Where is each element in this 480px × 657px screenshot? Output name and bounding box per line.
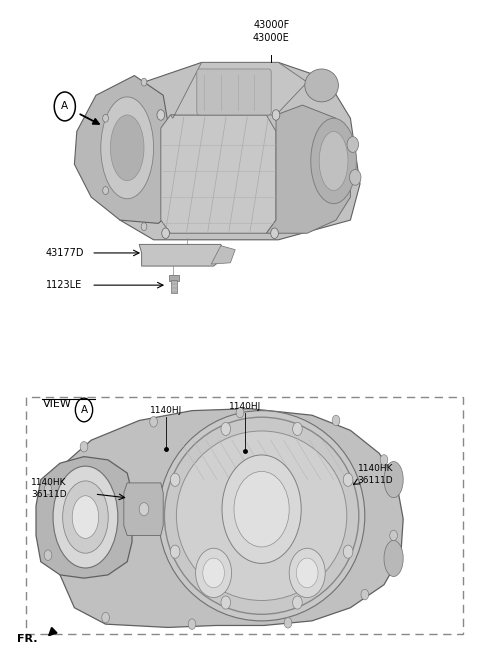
- Ellipse shape: [234, 472, 289, 547]
- Polygon shape: [139, 244, 226, 266]
- Circle shape: [162, 228, 169, 238]
- Circle shape: [271, 228, 278, 238]
- Circle shape: [157, 110, 165, 120]
- Polygon shape: [74, 76, 173, 223]
- Circle shape: [139, 503, 149, 516]
- Bar: [26, 397, 463, 634]
- Bar: [171, 280, 177, 293]
- Circle shape: [170, 545, 180, 558]
- Ellipse shape: [319, 131, 348, 191]
- Text: 36111D: 36111D: [358, 476, 393, 485]
- Circle shape: [170, 473, 180, 486]
- Text: 1140HK: 1140HK: [358, 464, 393, 473]
- Circle shape: [150, 417, 157, 427]
- Ellipse shape: [311, 118, 356, 204]
- Polygon shape: [211, 246, 235, 264]
- Text: A: A: [61, 101, 68, 112]
- Polygon shape: [36, 457, 132, 578]
- Circle shape: [103, 114, 108, 122]
- Circle shape: [236, 407, 244, 418]
- Bar: [169, 275, 179, 281]
- Circle shape: [44, 550, 52, 560]
- Polygon shape: [266, 105, 350, 233]
- Text: 43000E: 43000E: [253, 33, 289, 43]
- Circle shape: [347, 137, 359, 152]
- Text: 43000F: 43000F: [253, 20, 289, 30]
- Circle shape: [80, 442, 88, 452]
- Ellipse shape: [196, 548, 232, 598]
- Text: 1140HJ: 1140HJ: [149, 406, 182, 415]
- Circle shape: [390, 530, 397, 541]
- Circle shape: [293, 596, 302, 609]
- Circle shape: [103, 187, 108, 194]
- Circle shape: [349, 170, 361, 185]
- Ellipse shape: [110, 115, 144, 181]
- Circle shape: [343, 545, 353, 558]
- Ellipse shape: [305, 69, 338, 102]
- Circle shape: [44, 484, 52, 495]
- Ellipse shape: [158, 411, 365, 621]
- Ellipse shape: [177, 431, 347, 600]
- Circle shape: [284, 618, 292, 628]
- Circle shape: [272, 110, 280, 120]
- Polygon shape: [96, 62, 360, 240]
- Ellipse shape: [72, 496, 99, 539]
- Polygon shape: [41, 409, 403, 627]
- Text: FR.: FR.: [17, 633, 37, 644]
- Circle shape: [361, 589, 369, 600]
- Text: 36111D: 36111D: [31, 490, 67, 499]
- Circle shape: [141, 78, 147, 86]
- Ellipse shape: [62, 481, 108, 553]
- Ellipse shape: [384, 461, 403, 498]
- Text: VIEW: VIEW: [43, 399, 72, 409]
- Text: 1140HJ: 1140HJ: [228, 401, 261, 411]
- Ellipse shape: [296, 558, 318, 587]
- Circle shape: [343, 473, 353, 486]
- Circle shape: [188, 619, 196, 629]
- Circle shape: [221, 422, 230, 436]
- Ellipse shape: [101, 97, 154, 199]
- Text: 1123LE: 1123LE: [46, 280, 82, 290]
- Circle shape: [332, 415, 340, 426]
- Ellipse shape: [53, 466, 118, 568]
- Circle shape: [141, 223, 147, 231]
- FancyBboxPatch shape: [197, 69, 271, 115]
- Ellipse shape: [203, 558, 225, 587]
- Circle shape: [102, 612, 109, 623]
- Polygon shape: [124, 483, 163, 535]
- Text: 1140HK: 1140HK: [31, 478, 67, 487]
- Circle shape: [293, 422, 302, 436]
- Circle shape: [380, 455, 388, 465]
- Polygon shape: [170, 62, 307, 118]
- Text: A: A: [81, 405, 87, 415]
- Ellipse shape: [384, 540, 403, 577]
- Circle shape: [221, 596, 230, 609]
- Ellipse shape: [222, 455, 301, 564]
- Polygon shape: [161, 115, 276, 233]
- Text: 43177D: 43177D: [46, 248, 84, 258]
- Ellipse shape: [289, 548, 325, 598]
